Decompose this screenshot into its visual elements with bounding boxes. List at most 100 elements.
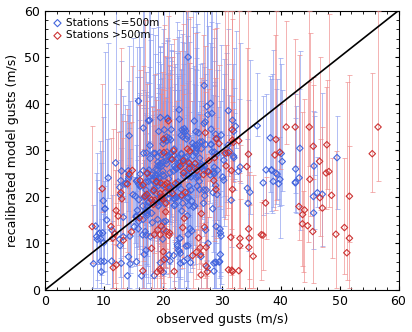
Stations <=500m	[214, 168, 221, 173]
Stations <=500m	[160, 141, 166, 146]
Stations <=500m	[200, 201, 207, 206]
Stations <=500m	[154, 167, 161, 173]
Stations <=500m	[146, 199, 152, 204]
Stations >500m	[161, 257, 167, 262]
Stations <=500m	[199, 164, 205, 169]
Stations >500m	[344, 250, 350, 255]
Stations <=500m	[175, 182, 181, 187]
Stations >500m	[341, 225, 348, 230]
Stations <=500m	[157, 150, 163, 155]
Stations <=500m	[204, 169, 211, 174]
Stations <=500m	[198, 162, 205, 167]
Stations <=500m	[184, 172, 190, 177]
Stations <=500m	[140, 217, 146, 222]
Stations >500m	[140, 182, 146, 188]
Stations <=500m	[102, 206, 108, 211]
Stations <=500m	[155, 203, 162, 208]
Stations <=500m	[154, 163, 161, 169]
Stations <=500m	[171, 186, 178, 191]
Stations <=500m	[98, 269, 105, 274]
Stations <=500m	[159, 169, 166, 174]
Stations >500m	[113, 208, 119, 213]
Stations <=500m	[112, 160, 119, 166]
Y-axis label: recalibrated model gusts (m/s): recalibrated model gusts (m/s)	[5, 54, 19, 247]
Stations <=500m	[166, 135, 172, 141]
Stations <=500m	[149, 220, 156, 225]
Stations <=500m	[191, 203, 198, 208]
Stations <=500m	[212, 183, 219, 188]
Stations <=500m	[101, 259, 108, 264]
Stations >500m	[262, 200, 269, 206]
Stations <=500m	[230, 153, 237, 159]
Stations <=500m	[179, 161, 186, 167]
Stations >500m	[166, 233, 172, 238]
Stations <=500m	[279, 159, 286, 164]
Stations >500m	[160, 136, 167, 142]
Stations <=500m	[247, 190, 253, 195]
Stations >500m	[154, 269, 161, 275]
Stations <=500m	[94, 237, 101, 242]
Stations <=500m	[117, 243, 123, 248]
Stations <=500m	[156, 176, 163, 181]
Stations <=500m	[99, 230, 106, 236]
X-axis label: observed gusts (m/s): observed gusts (m/s)	[156, 313, 288, 326]
Stations <=500m	[194, 142, 200, 147]
Stations <=500m	[187, 187, 194, 193]
Stations >500m	[160, 249, 166, 254]
Stations <=500m	[154, 180, 161, 185]
Stations <=500m	[230, 129, 237, 134]
Stations <=500m	[154, 217, 161, 222]
Stations <=500m	[124, 273, 131, 279]
Stations >500m	[203, 263, 209, 269]
Stations <=500m	[109, 227, 115, 233]
Stations <=500m	[180, 134, 186, 139]
Stations <=500m	[171, 163, 178, 169]
Stations >500m	[142, 194, 148, 199]
Stations <=500m	[185, 243, 191, 248]
Stations <=500m	[202, 142, 209, 147]
Stations <=500m	[213, 224, 219, 229]
Stations <=500m	[237, 164, 243, 170]
Stations <=500m	[153, 173, 160, 178]
Stations <=500m	[184, 154, 190, 159]
Legend: Stations <=500m, Stations >500m: Stations <=500m, Stations >500m	[50, 16, 161, 42]
Stations <=500m	[161, 173, 167, 179]
Stations <=500m	[108, 258, 115, 264]
Stations <=500m	[159, 183, 166, 188]
Stations <=500m	[310, 194, 317, 199]
Stations <=500m	[173, 166, 180, 171]
Stations <=500m	[211, 171, 217, 176]
Stations >500m	[126, 172, 132, 177]
Stations <=500m	[211, 165, 218, 170]
Stations <=500m	[191, 119, 198, 124]
Stations <=500m	[146, 174, 152, 179]
Stations <=500m	[199, 139, 206, 144]
Stations <=500m	[192, 150, 199, 156]
Stations >500m	[186, 148, 193, 154]
Stations <=500m	[185, 195, 192, 200]
Stations <=500m	[198, 146, 205, 151]
Stations >500m	[237, 236, 243, 241]
Stations <=500m	[181, 169, 187, 175]
Stations <=500m	[136, 182, 142, 187]
Stations <=500m	[168, 127, 175, 132]
Stations >500m	[292, 124, 299, 130]
Stations >500m	[319, 206, 325, 211]
Stations <=500m	[166, 153, 172, 158]
Stations <=500m	[210, 169, 217, 174]
Stations <=500m	[181, 126, 188, 131]
Stations <=500m	[117, 185, 123, 190]
Stations <=500m	[153, 191, 159, 196]
Stations <=500m	[149, 172, 156, 178]
Stations >500m	[346, 235, 353, 241]
Stations >500m	[369, 151, 376, 156]
Stations <=500m	[158, 198, 165, 203]
Stations >500m	[129, 168, 136, 173]
Stations <=500m	[185, 54, 191, 60]
Stations >500m	[99, 186, 105, 191]
Stations <=500m	[140, 203, 146, 208]
Stations >500m	[194, 168, 200, 173]
Stations <=500m	[136, 197, 142, 203]
Stations <=500m	[127, 261, 133, 267]
Stations <=500m	[163, 138, 170, 143]
